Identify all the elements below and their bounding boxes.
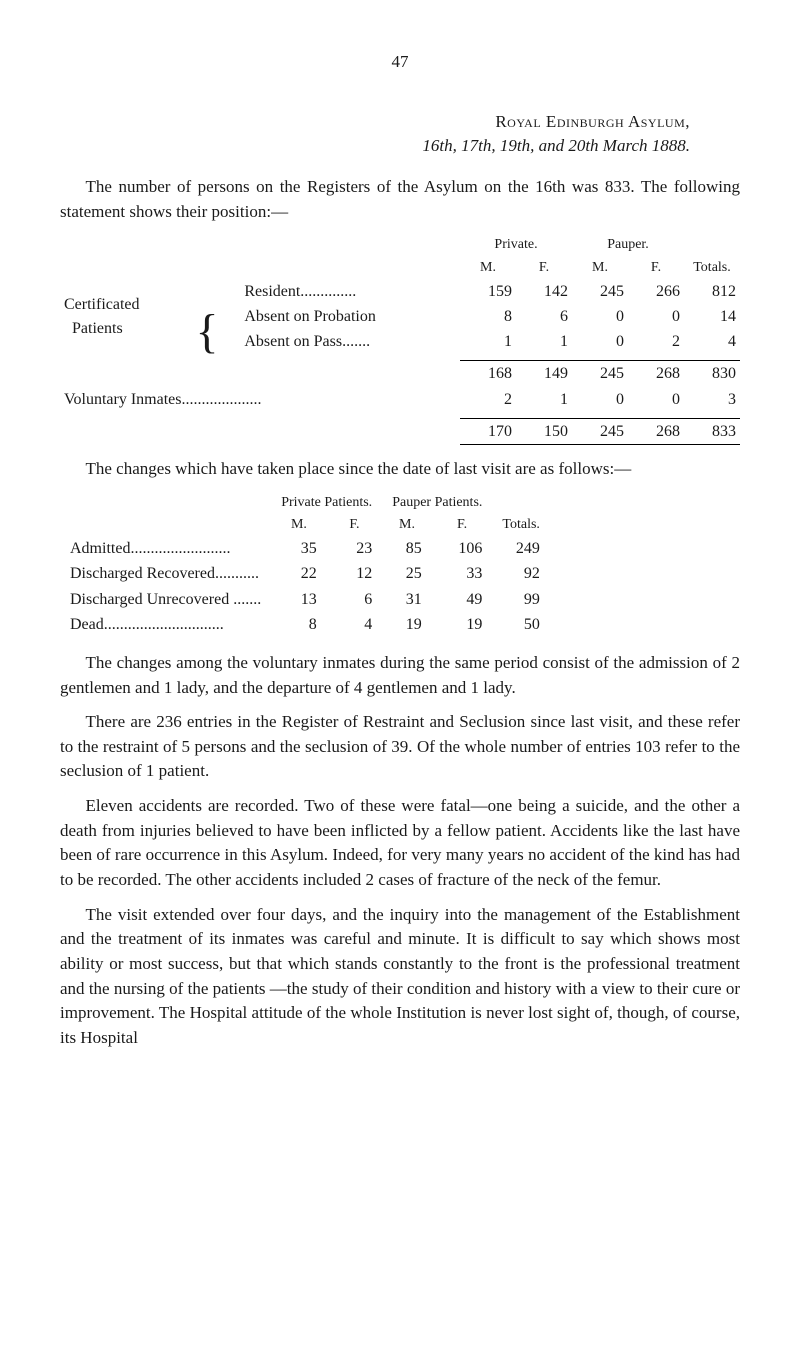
cell: 0 <box>572 387 628 412</box>
cell: 23 <box>327 536 383 561</box>
cell: 25 <box>382 561 432 586</box>
cell: 1 <box>516 387 572 412</box>
table-row: Discharged Unrecovered ....... 13 6 31 4… <box>60 587 550 612</box>
cell: 1 <box>460 329 516 354</box>
pauper-header: Pauper. <box>572 234 684 256</box>
cell: 85 <box>382 536 432 561</box>
paragraph-visit: The visit extended over four days, and t… <box>60 903 740 1051</box>
col-f: F. <box>327 514 383 536</box>
cell: 19 <box>432 612 493 637</box>
cell: 92 <box>492 561 550 586</box>
cell: 4 <box>327 612 383 637</box>
table-row: Certificated Patients { Resident........… <box>60 279 740 304</box>
subtotal-row: 168 149 245 268 830 <box>60 361 740 387</box>
intro-paragraph: The number of persons on the Registers o… <box>60 175 740 224</box>
changes-paragraph: The changes which have taken place since… <box>60 457 740 482</box>
group-header-row: Private Patients. Pauper Patients. <box>60 492 550 514</box>
col-header-row: M. F. M. F. Totals. <box>60 514 550 536</box>
table-row: Admitted......................... 35 23 … <box>60 536 550 561</box>
cell: 150 <box>516 418 572 444</box>
col-m: M. <box>271 514 327 536</box>
cell: 19 <box>382 612 432 637</box>
col-f: F. <box>516 257 572 279</box>
cell: 33 <box>432 561 493 586</box>
paragraph-voluntary-changes: The changes among the voluntary inmates … <box>60 651 740 700</box>
changes-table: Private Patients. Pauper Patients. M. F.… <box>60 492 550 637</box>
row-label: Voluntary Inmates.................... <box>60 387 460 412</box>
cell: 2 <box>460 387 516 412</box>
heading-block: Royal Edinburgh Asylum, 16th, 17th, 19th… <box>60 110 690 159</box>
cell: 268 <box>628 361 684 387</box>
row-label: Dead.............................. <box>60 612 271 637</box>
table-row: Discharged Recovered........... 22 12 25… <box>60 561 550 586</box>
cell: 0 <box>572 329 628 354</box>
cell: 12 <box>327 561 383 586</box>
cell: 8 <box>460 304 516 329</box>
cell: 22 <box>271 561 327 586</box>
cell: 14 <box>684 304 740 329</box>
cell: 268 <box>628 418 684 444</box>
cell: 245 <box>572 361 628 387</box>
side-label: Certificated <box>64 296 140 313</box>
private-header: Private Patients. <box>271 492 382 514</box>
col-totals: Totals. <box>492 514 550 536</box>
cell: 3 <box>684 387 740 412</box>
pauper-header: Pauper Patients. <box>382 492 492 514</box>
cell: 0 <box>628 304 684 329</box>
page-number: 47 <box>60 50 740 75</box>
cell: 35 <box>271 536 327 561</box>
cell: 49 <box>432 587 493 612</box>
cell: 170 <box>460 418 516 444</box>
col-m: M. <box>572 257 628 279</box>
cell: 1 <box>516 329 572 354</box>
cell: 833 <box>684 418 740 444</box>
cell: 149 <box>516 361 572 387</box>
private-header: Private. <box>460 234 572 256</box>
group-header-row: Private. Pauper. <box>60 234 740 256</box>
col-header-row: M. F. M. F. Totals. <box>60 257 740 279</box>
cell: 13 <box>271 587 327 612</box>
row-label: Absent on Probation <box>240 304 460 329</box>
cell: 168 <box>460 361 516 387</box>
cell: 812 <box>684 279 740 304</box>
cell: 266 <box>628 279 684 304</box>
cell: 106 <box>432 536 493 561</box>
row-label: Discharged Recovered........... <box>60 561 271 586</box>
asylum-name: Royal Edinburgh Asylum, <box>495 112 690 131</box>
cell: 142 <box>516 279 572 304</box>
paragraph-restraint: There are 236 entries in the Register of… <box>60 710 740 784</box>
cell: 6 <box>327 587 383 612</box>
date-line: 16th, 17th, 19th, and 20th March 1888. <box>422 136 690 155</box>
col-m: M. <box>382 514 432 536</box>
col-totals: Totals. <box>684 257 740 279</box>
voluntary-row: Voluntary Inmates.................... 2 … <box>60 387 740 412</box>
cell: 2 <box>628 329 684 354</box>
brace-icon: { <box>191 279 240 355</box>
cell: 4 <box>684 329 740 354</box>
row-label: Admitted......................... <box>60 536 271 561</box>
cell: 8 <box>271 612 327 637</box>
cell: 0 <box>572 304 628 329</box>
col-f: F. <box>432 514 493 536</box>
col-m: M. <box>460 257 516 279</box>
row-label: Resident.............. <box>240 279 460 304</box>
cell: 50 <box>492 612 550 637</box>
paragraph-accidents: Eleven accidents are recorded. Two of th… <box>60 794 740 893</box>
cell: 249 <box>492 536 550 561</box>
side-label: Patients <box>72 320 123 337</box>
cell: 6 <box>516 304 572 329</box>
cell: 245 <box>572 418 628 444</box>
grand-total-row: 170 150 245 268 833 <box>60 418 740 444</box>
census-table: Private. Pauper. M. F. M. F. Totals. Cer… <box>60 234 740 445</box>
cell: 0 <box>628 387 684 412</box>
row-label: Absent on Pass....... <box>240 329 460 354</box>
cell: 830 <box>684 361 740 387</box>
col-f: F. <box>628 257 684 279</box>
cell: 159 <box>460 279 516 304</box>
row-label: Discharged Unrecovered ....... <box>60 587 271 612</box>
cell: 99 <box>492 587 550 612</box>
cell: 31 <box>382 587 432 612</box>
cell: 245 <box>572 279 628 304</box>
table-row: Dead.............................. 8 4 1… <box>60 612 550 637</box>
